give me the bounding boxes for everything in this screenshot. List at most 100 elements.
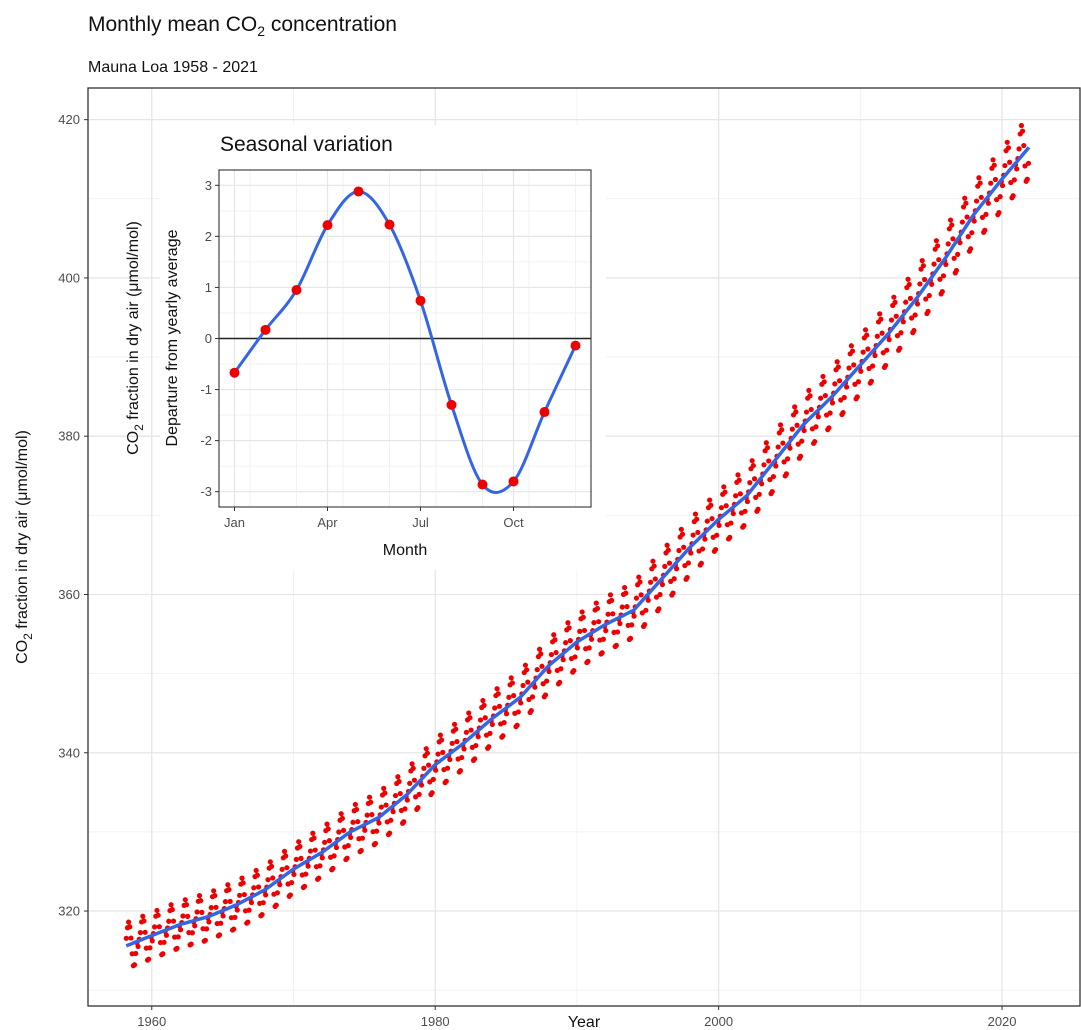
inset-data-points xyxy=(229,186,581,490)
main-data-point xyxy=(907,295,914,301)
main-data-point xyxy=(1024,176,1030,182)
main-data-point xyxy=(834,359,840,365)
main-data-point xyxy=(685,560,691,566)
main-data-point xyxy=(911,327,917,334)
main-data-point xyxy=(999,182,1006,189)
inset-y-tick-label: -1 xyxy=(200,382,212,397)
main-data-point xyxy=(248,899,255,906)
main-data-point xyxy=(933,238,939,244)
main-data-point xyxy=(792,404,798,410)
main-data-point xyxy=(840,409,846,416)
main-data-point xyxy=(202,937,208,943)
main-data-point xyxy=(288,880,295,886)
main-data-point xyxy=(137,929,144,936)
main-data-point xyxy=(463,729,469,735)
main-data-point xyxy=(544,678,550,684)
y-axis-label: CO2 fraction in dry air (μmol/mol) xyxy=(14,430,35,664)
main-data-point xyxy=(829,400,836,406)
main-data-point xyxy=(418,782,425,788)
main-data-point xyxy=(783,471,790,477)
main-data-point xyxy=(273,902,279,908)
main-data-point xyxy=(633,595,640,601)
main-data-point xyxy=(255,884,262,890)
main-data-point xyxy=(411,777,418,783)
main-data-point xyxy=(835,364,841,370)
main-data-point xyxy=(534,667,540,673)
main-data-point xyxy=(753,494,759,500)
main-data-point xyxy=(259,912,265,918)
main-data-point xyxy=(917,281,923,287)
main-data-point xyxy=(937,276,943,282)
main-data-point xyxy=(509,680,516,686)
main-data-point xyxy=(369,811,375,818)
main-data-point xyxy=(673,566,680,572)
main-data-point xyxy=(528,708,534,714)
main-data-point xyxy=(631,613,637,619)
main-data-point xyxy=(155,912,161,918)
main-data-point xyxy=(670,590,676,596)
main-data-point xyxy=(161,939,167,945)
main-data-point xyxy=(946,226,952,232)
main-data-point xyxy=(170,918,177,924)
main-data-point xyxy=(542,692,549,698)
main-data-point xyxy=(311,835,317,841)
main-data-point xyxy=(973,198,980,204)
main-data-point xyxy=(123,935,129,941)
main-data-point xyxy=(447,756,453,763)
main-data-point xyxy=(591,620,597,626)
main-data-point xyxy=(225,882,231,888)
main-data-point xyxy=(461,746,467,752)
main-data-point xyxy=(985,200,991,206)
main-data-point xyxy=(657,591,663,598)
main-data-point xyxy=(1021,142,1027,149)
main-data-point xyxy=(232,914,238,920)
main-data-point xyxy=(678,526,684,532)
main-data-point xyxy=(797,453,804,459)
main-data-point xyxy=(208,905,214,911)
main-data-point xyxy=(382,790,388,796)
main-data-point xyxy=(874,333,880,339)
main-data-point xyxy=(744,498,751,505)
main-data-point xyxy=(540,681,546,687)
main-data-point xyxy=(775,444,781,450)
main-data-point xyxy=(168,902,174,908)
main-data-point xyxy=(891,294,897,300)
main-data-point xyxy=(629,622,635,628)
main-data-point xyxy=(692,511,699,517)
main-data-point xyxy=(552,637,558,643)
main-data-point xyxy=(192,923,198,929)
main-data-point xyxy=(593,600,599,606)
main-data-point xyxy=(189,930,195,936)
main-data-point xyxy=(903,299,909,305)
main-data-point xyxy=(212,893,218,899)
main-data-point xyxy=(514,722,520,728)
main-data-point xyxy=(651,563,657,569)
main-data-point xyxy=(858,368,864,374)
main-data-point xyxy=(789,426,795,432)
inset-x-tick-label: Apr xyxy=(317,515,338,530)
main-data-point xyxy=(664,542,670,548)
main-data-point xyxy=(600,636,606,642)
main-data-point xyxy=(988,180,994,186)
main-data-point xyxy=(945,241,951,247)
main-data-point xyxy=(133,950,139,957)
main-data-point xyxy=(900,319,906,325)
main-data-point xyxy=(784,456,791,462)
main-data-point xyxy=(716,522,722,529)
main-data-point xyxy=(605,611,611,617)
main-data-point xyxy=(338,811,344,817)
main-data-point xyxy=(1014,166,1020,172)
main-data-point xyxy=(971,218,977,224)
main-data-point xyxy=(287,892,294,898)
main-data-point xyxy=(707,497,713,503)
main-data-point xyxy=(480,697,486,704)
main-data-point xyxy=(526,696,532,703)
main-data-point xyxy=(624,604,630,610)
main-data-point xyxy=(702,536,708,542)
inset-data-point xyxy=(384,219,395,230)
main-data-point xyxy=(508,675,514,681)
inset-x-axis: Jan Apr Jul Oct xyxy=(224,507,524,530)
main-data-point xyxy=(679,531,686,537)
main-data-point xyxy=(968,246,974,252)
main-data-point xyxy=(500,733,506,739)
